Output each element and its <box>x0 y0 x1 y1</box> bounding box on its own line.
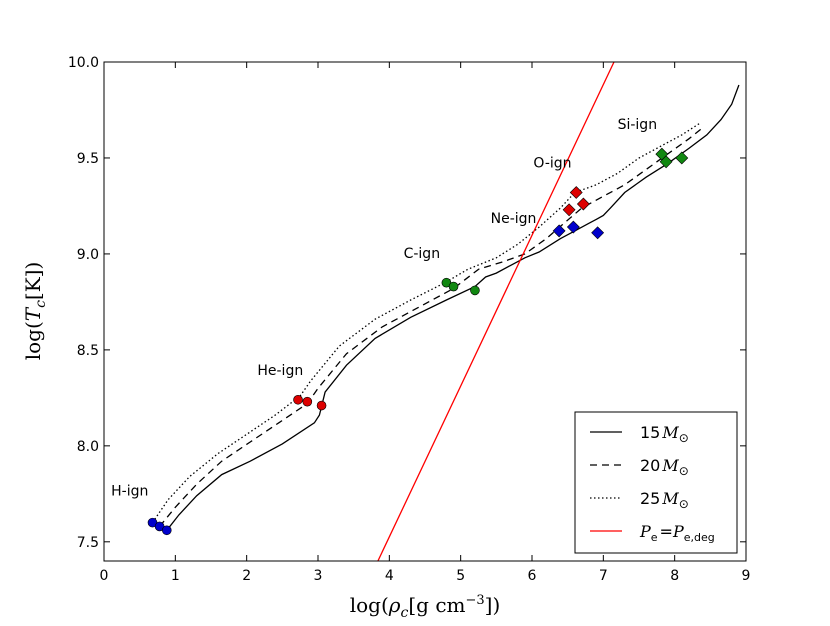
x-tick-label-1: 1 <box>171 568 180 584</box>
x-axis-title: log(ρc[g cm−3]) <box>350 593 501 621</box>
y-tick-label-0: 7.5 <box>77 535 99 551</box>
marker-h-ign-2 <box>161 525 172 536</box>
legend-label-25: 25 M⊙ <box>640 489 689 511</box>
annotation-o-ign: O-ign <box>533 156 571 172</box>
marker-si-ign-17 <box>675 151 689 165</box>
marker-he-ign-3 <box>293 394 303 405</box>
annotation-h-ign: H-ign <box>111 484 148 500</box>
x-tick-label-4: 4 <box>385 568 394 584</box>
x-tick-label-0: 0 <box>100 568 109 584</box>
annotation-he-ign: He-ign <box>257 363 303 379</box>
marker-c-ign-8 <box>470 285 480 296</box>
y-tick-label-4: 9.5 <box>77 151 99 167</box>
marker-ne-ign-9 <box>552 224 566 238</box>
legend-label-15: 15 M⊙ <box>640 423 689 445</box>
marker-c-ign-7 <box>448 281 459 292</box>
series-line-0 <box>166 84 740 531</box>
marker-he-ign-5 <box>316 400 327 411</box>
y-tick-label-5: 10.0 <box>68 55 99 71</box>
y-tick-label-2: 8.5 <box>77 343 99 359</box>
x-tick-label-2: 2 <box>242 568 251 584</box>
marker-o-ign-14 <box>576 197 590 211</box>
annotation-c-ign: C-ign <box>404 246 440 262</box>
legend-box <box>574 411 738 554</box>
marker-ne-ign-11 <box>591 226 605 240</box>
annotation-ne-ign: Ne-ign <box>491 211 537 227</box>
legend-label-20: 20 M⊙ <box>640 456 689 478</box>
series-line-1 <box>159 126 704 527</box>
annotation-si-ign: Si-ign <box>618 117 657 133</box>
x-tick-label-8: 8 <box>670 568 679 584</box>
axis-ticks: 0 1 2 3 4 5 6 7 8 9 7.5 8.0 8.5 9.0 9.5 10.0 <box>68 55 751 584</box>
y-tick-label-3: 9.0 <box>77 247 99 263</box>
x-tick-label-5: 5 <box>456 568 465 584</box>
marker-o-ign-12 <box>562 203 576 217</box>
legend: 15 M⊙ 20 M⊙ 25 M⊙ Pe =Pe,deg <box>574 411 738 554</box>
y-axis-title: log(Tc[K]) <box>21 262 49 361</box>
marker-he-ign-4 <box>302 396 313 407</box>
marker-si-ign-16 <box>659 155 673 169</box>
axes-frame <box>103 61 747 562</box>
series-line-2 <box>151 122 700 523</box>
y-tick-label-1: 8.0 <box>77 439 99 455</box>
x-tick-label-9: 9 <box>742 568 751 584</box>
series-line-3 <box>377 62 615 561</box>
x-tick-label-6: 6 <box>528 568 537 584</box>
x-tick-label-3: 3 <box>314 568 323 584</box>
legend-label-degeneracy: Pe =Pe,deg <box>639 522 715 544</box>
marker-ne-ign-10 <box>566 220 580 234</box>
x-tick-label-7: 7 <box>599 568 608 584</box>
plot-area <box>147 62 740 561</box>
marker-o-ign-13 <box>569 186 583 199</box>
